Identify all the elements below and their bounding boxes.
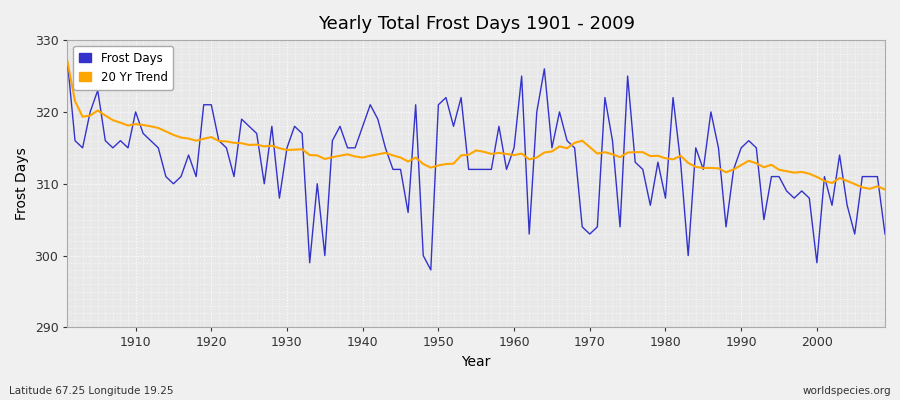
Title: Yearly Total Frost Days 1901 - 2009: Yearly Total Frost Days 1901 - 2009 [318,15,634,33]
Y-axis label: Frost Days: Frost Days [15,147,29,220]
Legend: Frost Days, 20 Yr Trend: Frost Days, 20 Yr Trend [74,46,174,90]
Text: worldspecies.org: worldspecies.org [803,386,891,396]
Text: Latitude 67.25 Longitude 19.25: Latitude 67.25 Longitude 19.25 [9,386,174,396]
X-axis label: Year: Year [462,355,490,369]
